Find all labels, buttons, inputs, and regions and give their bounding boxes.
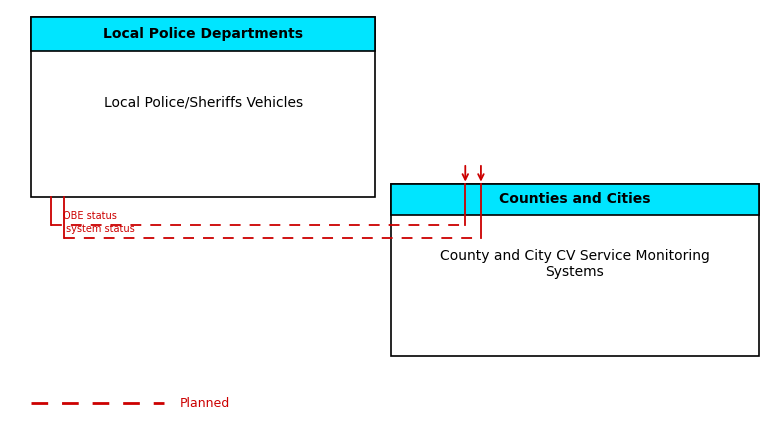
Text: OBE status: OBE status (63, 211, 117, 221)
Bar (31, 17, 375, 51)
Text: system status: system status (66, 224, 135, 234)
Text: Local Police/Sheriffs Vehicles: Local Police/Sheriffs Vehicles (104, 96, 303, 109)
Bar (31, 17, 375, 197)
Text: Local Police Departments: Local Police Departments (103, 27, 303, 41)
Bar (391, 184, 759, 214)
Text: County and City CV Service Monitoring
Systems: County and City CV Service Monitoring Sy… (439, 249, 710, 279)
Text: Planned: Planned (180, 397, 230, 410)
Bar (391, 184, 759, 356)
Text: Counties and Cities: Counties and Cities (499, 193, 651, 206)
